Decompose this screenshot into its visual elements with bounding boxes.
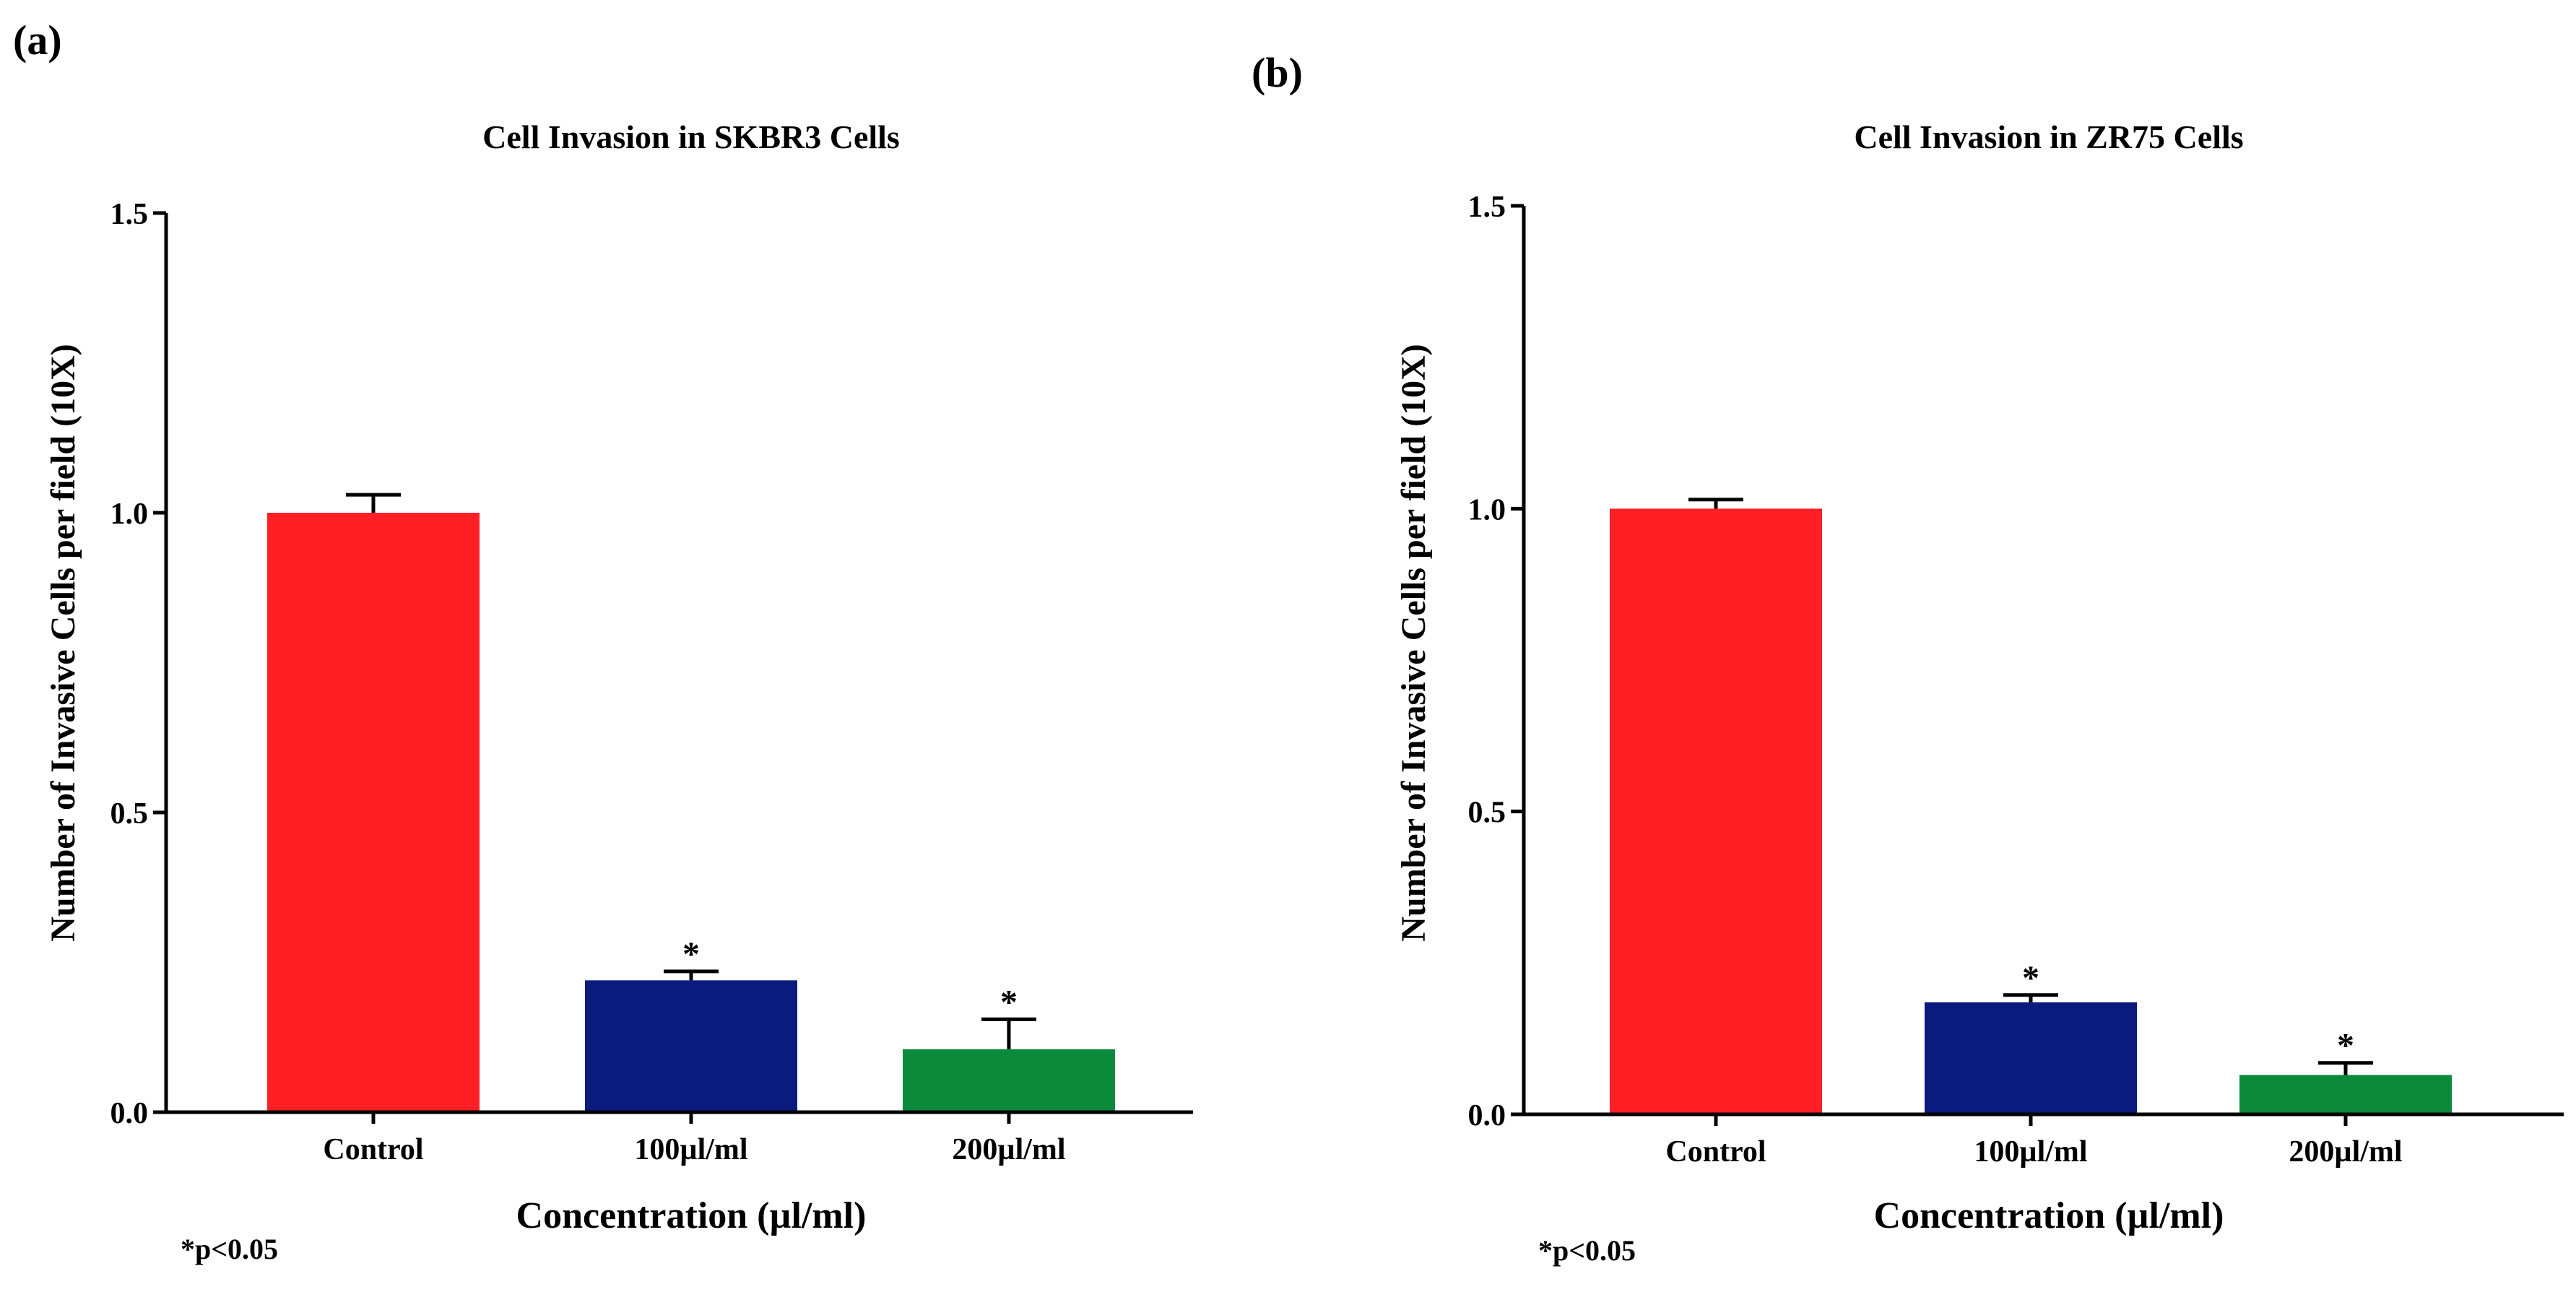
- y-tick-label: 1.0: [1468, 493, 1506, 526]
- bar: [267, 513, 480, 1112]
- panel-a: (a) Cell Invasion in SKBR3 Cells Number …: [13, 17, 1193, 1265]
- bar: [585, 980, 797, 1112]
- y-tick-label: 1.0: [110, 498, 149, 531]
- x-tick-label: Control: [1665, 1135, 1766, 1169]
- footnote: *p<0.05: [181, 1233, 278, 1265]
- y-tick-label: 0.5: [1468, 797, 1506, 830]
- y-tick-label: 0.0: [1468, 1099, 1506, 1132]
- bar: [1610, 508, 1822, 1114]
- significance-star: *: [2337, 1027, 2354, 1065]
- bar: [903, 1049, 1115, 1112]
- x-tick-label: 100µl/ml: [1974, 1135, 2087, 1169]
- significance-marks: * *: [2022, 959, 2354, 1065]
- bar: [1925, 1002, 2137, 1114]
- panel-label: (b): [1252, 49, 1303, 96]
- x-axis-label: Concentration (µl/ml): [516, 1195, 867, 1236]
- y-ticks: 0.0 0.5 1.0 1.5: [110, 198, 149, 1130]
- x-ticks: Control 100µl/ml 200µl/ml: [1665, 1135, 2402, 1169]
- y-ticks: 0.0 0.5 1.0 1.5: [1468, 191, 1506, 1132]
- panel-b: (b) Cell Invasion in ZR75 Cells Number o…: [1252, 49, 2564, 1267]
- y-axis-label: Number of Invasive Cells per field (10X): [1395, 344, 1433, 942]
- bar: [2239, 1075, 2452, 1114]
- y-tick-label: 0.0: [110, 1097, 149, 1130]
- plot-marks: [153, 211, 1193, 1124]
- significance-star: *: [1000, 983, 1018, 1021]
- significance-star: *: [2022, 959, 2039, 997]
- panel-label: (a): [13, 17, 62, 64]
- x-tick-label: 200µl/ml: [952, 1133, 1065, 1166]
- chart-title: Cell Invasion in SKBR3 Cells: [482, 118, 900, 155]
- significance-marks: * *: [682, 935, 1018, 1021]
- y-axis-label: Number of Invasive Cells per field (10X): [44, 344, 82, 942]
- x-tick-label: 100µl/ml: [634, 1133, 747, 1166]
- x-axis-label: Concentration (µl/ml): [1874, 1195, 2224, 1236]
- plot-marks: [1511, 204, 2564, 1126]
- y-tick-label: 0.5: [110, 797, 149, 831]
- x-ticks: Control 100µl/ml 200µl/ml: [323, 1133, 1065, 1166]
- significance-star: *: [682, 935, 700, 974]
- y-tick-label: 1.5: [1468, 191, 1506, 224]
- chart-title: Cell Invasion in ZR75 Cells: [1854, 118, 2243, 155]
- y-tick-label: 1.5: [110, 198, 149, 231]
- x-tick-label: 200µl/ml: [2289, 1135, 2402, 1169]
- x-tick-label: Control: [323, 1133, 423, 1166]
- footnote: *p<0.05: [1538, 1234, 1636, 1267]
